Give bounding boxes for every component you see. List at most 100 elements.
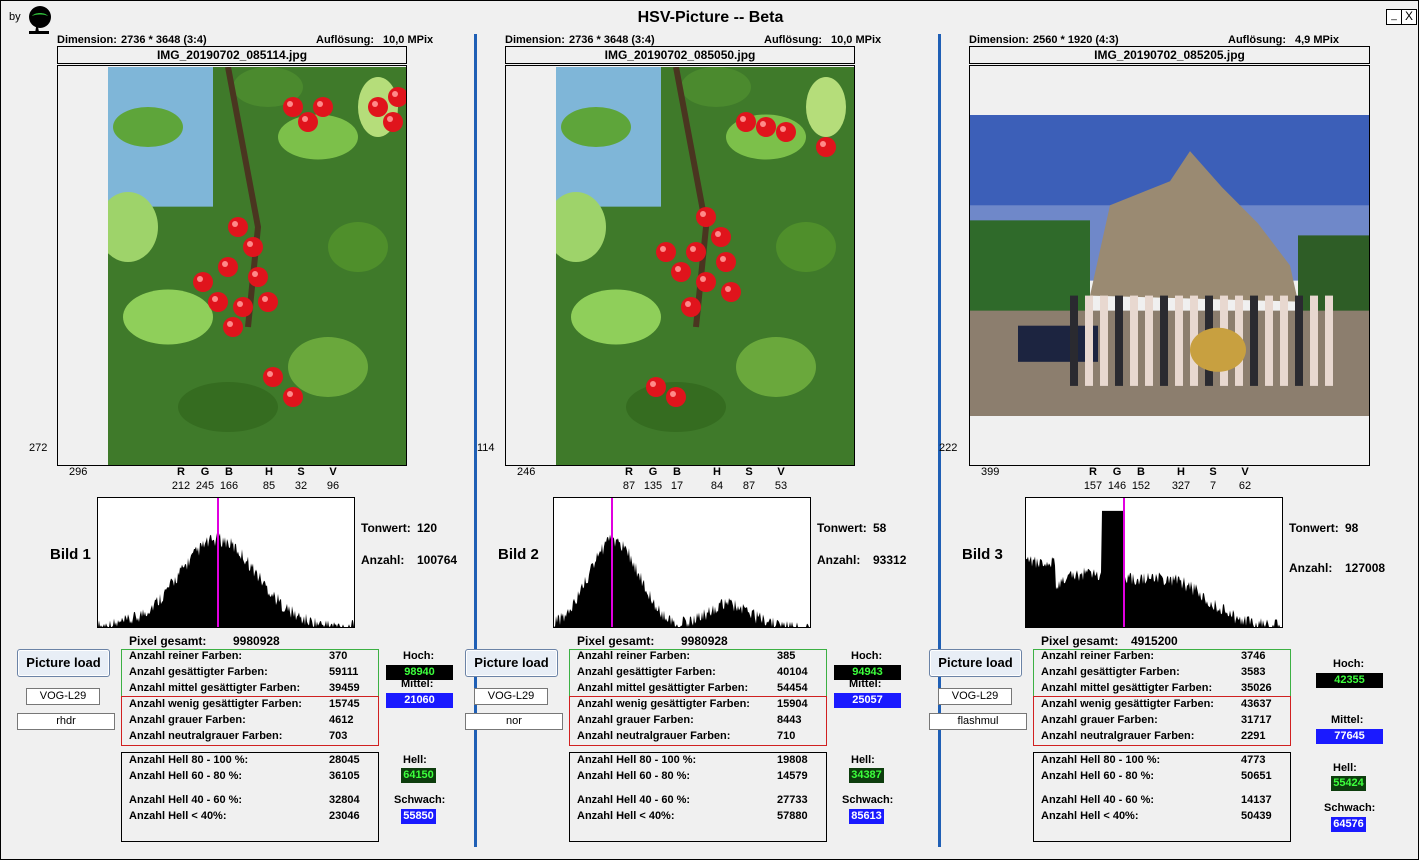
green-row-label: Anzahl mittel gesättigter Farben:: [1041, 682, 1213, 694]
photo-image[interactable]: [108, 67, 406, 465]
hoch-badge: 42355: [1316, 673, 1383, 688]
image-frame[interactable]: [57, 65, 407, 466]
hoch-badge: 94943: [834, 665, 901, 680]
brightness-row-label: Anzahl Hell 60 - 80 %:: [577, 770, 691, 782]
channel-label-h: H: [265, 466, 273, 478]
device-field[interactable]: VOG-L29: [938, 688, 1012, 705]
channel-value-g: 245: [195, 480, 215, 492]
channel-label-v: V: [1241, 466, 1249, 478]
brightness-row-value: 57880: [777, 810, 808, 822]
channel-value-b: 152: [1131, 480, 1151, 492]
channel-value-r: 212: [171, 480, 191, 492]
panel-bild-2: Dimension: 2736 * 3648 (3:4) Auflösung: 10,…: [449, 1, 919, 859]
histogram[interactable]: [553, 497, 811, 628]
channel-label-g: G: [200, 466, 210, 478]
logo-icon: [29, 6, 51, 34]
saturation-low-box: [1033, 696, 1291, 746]
channel-label-b: B: [1137, 466, 1145, 478]
channel-label-r: R: [177, 466, 185, 478]
dimension-value: 2736 * 3648 (3:4): [569, 34, 655, 46]
mode-field[interactable]: flashmul: [929, 713, 1027, 730]
channel-value-s: 7: [1209, 480, 1217, 492]
image-frame[interactable]: [505, 65, 855, 466]
brightness-row-label: Anzahl Hell 80 - 100 %:: [1041, 754, 1161, 766]
pixel-total-label: Pixel gesamt:: [1041, 634, 1119, 648]
photo-image[interactable]: [556, 67, 854, 465]
pixel-total-value: 9980928: [233, 634, 280, 648]
panel-bild-1: Dimension: 2736 * 3648 (3:4) Auflösung: 10,…: [1, 1, 471, 859]
image-frame[interactable]: [969, 65, 1370, 466]
channel-value-b: 17: [670, 480, 684, 492]
picture-load-button[interactable]: Picture load: [929, 649, 1022, 677]
brightness-row-label: Anzahl Hell 40 - 60 %:: [129, 794, 243, 806]
histogram[interactable]: [1025, 497, 1283, 628]
green-row-label: Anzahl reiner Farben:: [577, 650, 691, 662]
anzahl-value: 100764: [417, 553, 458, 567]
anzahl-value: 93312: [873, 553, 907, 567]
resolution-value: 10,0 MPix: [383, 34, 434, 46]
device-field[interactable]: VOG-L29: [26, 688, 100, 705]
mode-field[interactable]: nor: [465, 713, 563, 730]
schwach-badge: 55850: [401, 809, 436, 824]
channel-value-s: 87: [742, 480, 756, 492]
channel-label-r: R: [1089, 466, 1097, 478]
dimension-label: Dimension:: [57, 34, 117, 46]
photo-image[interactable]: [970, 115, 1369, 416]
mittel-badge: 21060: [386, 693, 453, 708]
picture-load-button[interactable]: Picture load: [17, 649, 110, 677]
brightness-row-label: Anzahl Hell 80 - 100 %:: [577, 754, 697, 766]
brightness-row-value: 50439: [1241, 810, 1272, 822]
device-field[interactable]: VOG-L29: [474, 688, 548, 705]
bild-label: Bild 2: [498, 546, 539, 563]
anzahl-value: 127008: [1345, 561, 1386, 575]
mittel-label: Mittel:: [849, 678, 882, 690]
dimension-value: 2560 * 1920 (4:3): [1033, 34, 1119, 46]
tonwert-label: Tonwert:: [1289, 521, 1339, 535]
cursor-x: 399: [981, 466, 1000, 478]
hell-label: Hell:: [851, 754, 875, 766]
hell-badge: 64150: [401, 768, 436, 783]
green-row-label: Anzahl reiner Farben:: [129, 650, 243, 662]
pixel-total-label: Pixel gesamt:: [129, 634, 207, 648]
channel-label-g: G: [1112, 466, 1122, 478]
minimize-button[interactable]: _: [1386, 9, 1402, 25]
file-name: IMG_20190702_085205.jpg: [969, 46, 1370, 64]
pixel-total-value: 4915200: [1131, 634, 1178, 648]
red-row-label: Anzahl neutralgrauer Farben:: [129, 730, 283, 742]
hoch-badge: 98940: [386, 665, 453, 680]
resolution-label: Auflösung:: [316, 34, 375, 46]
red-row-value: 31717: [1241, 714, 1272, 726]
mode-field[interactable]: rhdr: [17, 713, 115, 730]
histogram[interactable]: [97, 497, 355, 628]
close-button[interactable]: X: [1401, 9, 1417, 25]
green-row-value: 39459: [329, 682, 360, 694]
channel-label-s: S: [297, 466, 305, 478]
channel-value-v: 53: [774, 480, 788, 492]
brightness-row-value: 4773: [1241, 754, 1266, 766]
anzahl-label: Anzahl:: [361, 553, 405, 567]
bild-label: Bild 1: [50, 546, 91, 563]
schwach-label: Schwach:: [1324, 802, 1376, 814]
channel-value-v: 96: [326, 480, 340, 492]
brightness-row-label: Anzahl Hell 40 - 60 %:: [1041, 794, 1155, 806]
panel-bild-3: Dimension: 2560 * 1920 (4:3) Auflösung: 4,9…: [913, 1, 1386, 859]
picture-load-button[interactable]: Picture load: [465, 649, 558, 677]
tonwert-value: 120: [417, 521, 438, 535]
file-name: IMG_20190702_085050.jpg: [505, 46, 855, 64]
hell-label: Hell:: [1333, 762, 1357, 774]
resolution-value: 10,0 MPix: [831, 34, 882, 46]
tonwert-value: 98: [1345, 521, 1359, 535]
brightness-row-label: Anzahl Hell < 40%:: [577, 810, 675, 822]
brightness-row-label: Anzahl Hell 40 - 60 %:: [577, 794, 691, 806]
brightness-row-value: 23046: [329, 810, 360, 822]
anzahl-label: Anzahl:: [1289, 561, 1333, 575]
file-name: IMG_20190702_085114.jpg: [57, 46, 407, 64]
channel-label-b: B: [225, 466, 233, 478]
hell-label: Hell:: [403, 754, 427, 766]
saturation-low-box: [569, 696, 827, 746]
brightness-box: [569, 752, 827, 842]
channel-label-v: V: [777, 466, 785, 478]
window-title: HSV-Picture -- Beta: [637, 9, 784, 26]
green-row-value: 3746: [1241, 650, 1266, 662]
